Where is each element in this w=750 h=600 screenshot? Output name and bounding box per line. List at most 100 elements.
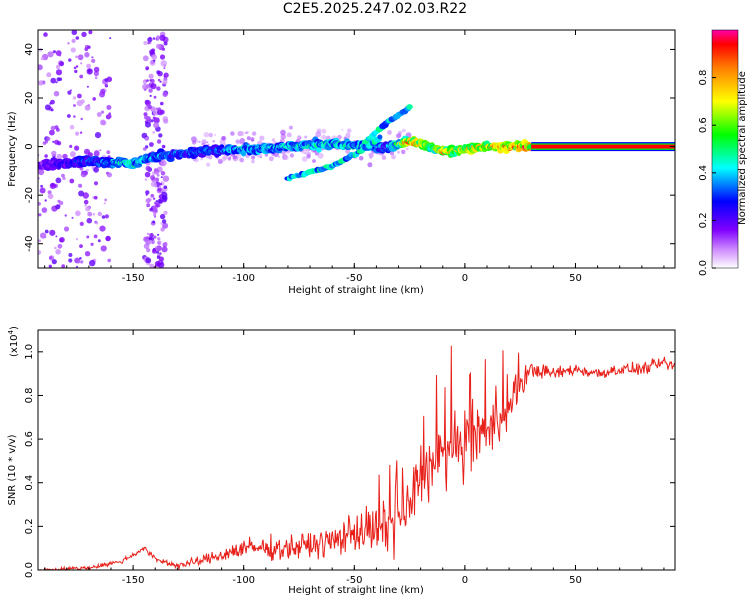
spectrogram-noise-speck — [259, 135, 265, 141]
snr-scale-label: (x104) — [7, 326, 20, 357]
colorbar-ticks: 0.0 0.2 0.4 0.6 0.8 — [698, 70, 716, 276]
spectrogram-noise-speck — [49, 256, 53, 260]
spectrogram-noise-speck — [162, 91, 168, 98]
spectrogram-noise-speck — [72, 96, 77, 100]
spectrogram-noise-speck — [389, 151, 395, 156]
spectrogram-noise-speck — [145, 198, 151, 204]
spectrogram-noise-speck — [145, 257, 152, 264]
spectrogram-noise-speck — [80, 171, 87, 178]
spectrogram-noise-speck — [208, 155, 213, 160]
spectrogram-noise-speck — [203, 132, 209, 138]
spectrogram-noise-speck — [147, 104, 152, 110]
spectrogram-noise-speck — [50, 125, 56, 131]
spectrogram-noise-speck — [75, 55, 78, 59]
spectrogram-noise-speck — [69, 144, 73, 148]
spectrogram-noise-speck — [86, 63, 91, 69]
spectrogram-y-tick-label: 0 — [24, 143, 35, 149]
spectrogram-noise-speck — [157, 198, 162, 204]
spectrogram-noise-speck — [156, 43, 161, 49]
spectrogram-noise-speck — [104, 78, 108, 82]
spectrogram-noise-speck — [214, 133, 217, 136]
spectrogram-noise-speck — [312, 159, 316, 163]
spectrogram-noise-speck — [146, 203, 151, 208]
spectrogram-noise-speck — [106, 172, 112, 178]
spectrogram-noise-speck — [99, 149, 102, 152]
spectrogram-noise-speck — [49, 229, 56, 236]
spectrogram-noise-speck — [76, 265, 78, 268]
spectrogram-noise-speck — [71, 30, 78, 36]
spectrogram-noise-speck — [55, 235, 58, 238]
spectrogram-noise-speck — [154, 184, 158, 188]
spectrogram-noise-speck — [84, 52, 90, 57]
spectrogram-y-tick-label: -40 — [24, 236, 35, 252]
spectrogram-noise-speck — [156, 35, 161, 40]
spectrogram-noise-speck — [145, 193, 148, 196]
spectrogram-noise-speck — [151, 205, 158, 212]
spectrogram-noise-speck — [156, 255, 161, 259]
spectrogram-noise-speck — [90, 242, 94, 246]
spectrogram-noise-speck — [157, 107, 162, 112]
snr-series-line — [38, 345, 675, 570]
spectrogram-noise-speck — [69, 124, 75, 130]
spectrogram-noise-speck — [100, 245, 107, 252]
spectrogram-noise-speck — [77, 54, 84, 61]
spectrogram-noise-speck — [50, 108, 54, 112]
spectrogram-y-axis: -40 -20 0 20 40 — [24, 43, 675, 252]
spectrogram-noise-speck — [280, 133, 287, 140]
spectrogram-noise-speck — [101, 215, 106, 219]
spectrogram-y-tick-label: 40 — [24, 43, 35, 56]
spectrogram-noise-speck — [51, 150, 57, 157]
spectrogram-noise-speck — [161, 219, 167, 224]
spectrogram-noise-speck — [148, 119, 152, 123]
spectrogram-x-tick-label: -100 — [232, 273, 255, 284]
spectrogram-noise-speck — [38, 250, 42, 255]
spectrogram-noise-speck — [304, 135, 308, 139]
snr-frame — [37, 329, 676, 571]
snr-y-axis: 0.0 0.2 0.4 0.6 0.8 1.0 — [24, 344, 675, 578]
spectrogram-noise-speck — [162, 195, 168, 201]
spectrogram-noise-speck — [163, 242, 168, 247]
spectrogram-noise-speck — [47, 190, 52, 195]
spectrogram-noise-speck — [221, 135, 227, 141]
spectrogram-noise-speck — [152, 131, 156, 134]
spectrogram-x-tick-label: -50 — [346, 273, 362, 284]
spectrogram-noise-speck — [52, 140, 55, 143]
spectrogram-noise-speck — [78, 190, 85, 197]
spectrogram-noise-speck — [345, 132, 351, 138]
colorbar-label: Normalized spectral amplitude — [737, 71, 748, 225]
spectrogram-noise-speck — [223, 143, 227, 146]
spectrogram-x-tick-label: 50 — [569, 273, 582, 284]
spectrogram-noise-speck — [259, 156, 263, 159]
spectrogram-noise-speck — [317, 152, 324, 159]
spectrogram-noise-speck — [144, 178, 148, 181]
spectrogram-noise-speck — [368, 152, 374, 158]
spectrogram-noise-speck — [55, 69, 63, 76]
spectrogram-noise-speck — [157, 71, 163, 77]
spectrogram-noise-speck — [47, 51, 54, 58]
spectrogram-noise-speck — [346, 128, 352, 133]
snr-x-tick-label: -50 — [346, 575, 362, 586]
spectrogram-noise-speck — [40, 232, 47, 239]
spectrogram-noise-speck — [152, 197, 156, 200]
spectrogram-noise-speck — [73, 104, 76, 107]
spectrogram-noise-speck — [157, 187, 162, 192]
spectrogram-noise-speck — [82, 192, 90, 199]
spectrogram-noise-speck — [148, 236, 152, 241]
snr-y-tick-label: 0.6 — [24, 431, 35, 447]
figure-title: C2E5.2025.247.02.03.R22 — [282, 1, 468, 17]
spectrogram-noise-speck — [93, 166, 99, 173]
spectrogram-noise-speck — [406, 147, 409, 151]
spectrogram-noise-speck — [157, 237, 161, 241]
spectrogram-noise-speck — [149, 81, 152, 85]
spectrogram-noise-speck — [162, 190, 165, 192]
spectrogram-noise-speck — [159, 34, 166, 42]
colorbar-gradient — [711, 29, 739, 269]
spectrogram-noise-speck — [144, 79, 147, 82]
spectrogram-noise-speck — [156, 245, 162, 252]
spectrogram-noise-speck — [91, 56, 94, 59]
spectrogram-noise-speck — [79, 221, 84, 226]
spectrogram-noise-speck — [144, 136, 149, 141]
spectrogram-noise-speck — [99, 225, 106, 232]
spectrogram-noise-speck — [103, 202, 106, 205]
